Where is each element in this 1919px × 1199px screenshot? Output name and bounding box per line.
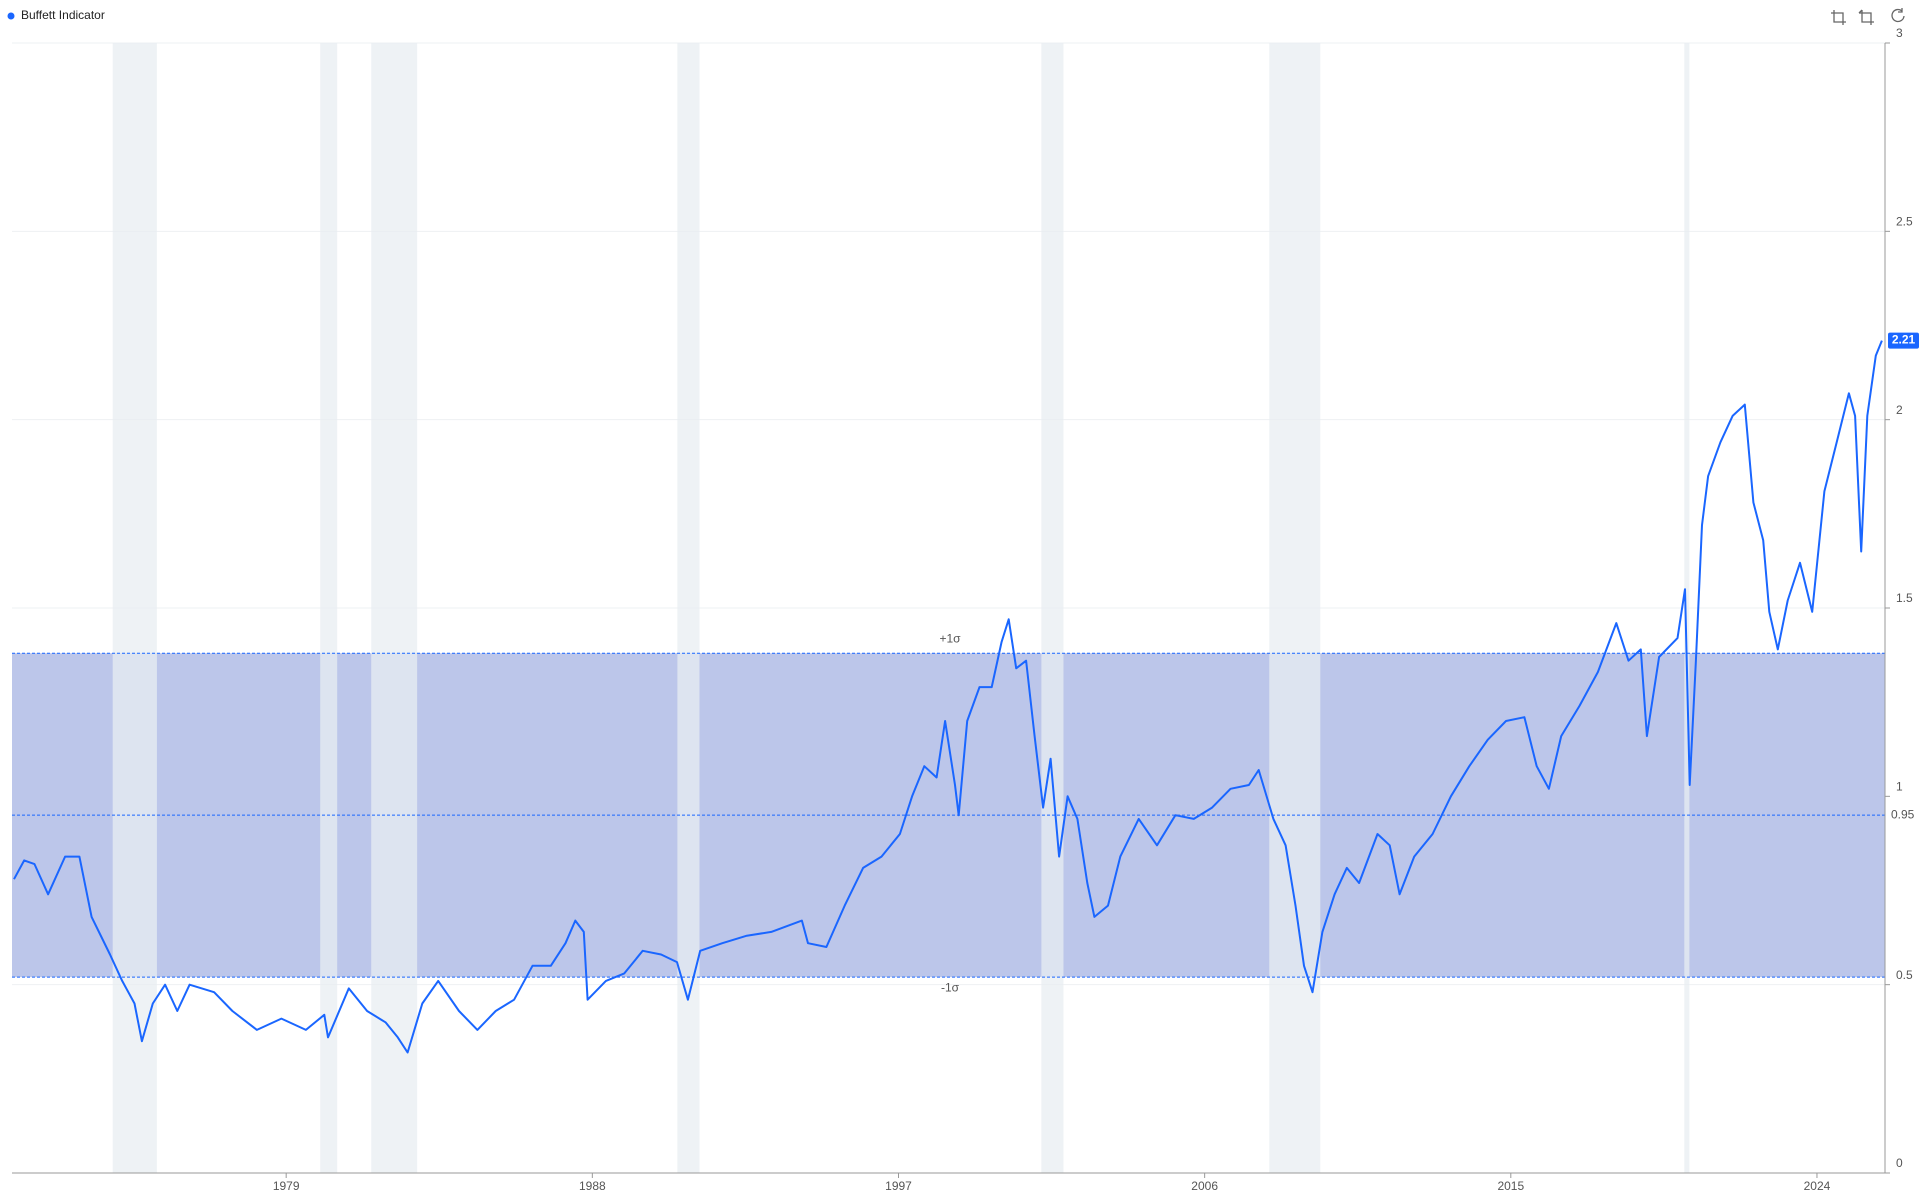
restore-icon[interactable] [1891, 8, 1905, 23]
x-tick-label: 1997 [885, 1179, 912, 1193]
last-value-label: 2.21 [1892, 333, 1916, 347]
recession-shade [1041, 43, 1064, 1173]
recession-shade [1684, 43, 1690, 1173]
reference-label: -1σ [941, 980, 960, 994]
recession-shade [112, 43, 157, 1173]
toolbar [1831, 8, 1905, 25]
recession-shade [320, 43, 338, 1173]
zoom-reset-icon[interactable] [1858, 9, 1874, 25]
legend-marker [7, 12, 15, 20]
y-tick-label: 0 [1896, 1156, 1903, 1170]
zoom-icon[interactable] [1831, 10, 1846, 25]
y-tick-label: 0.5 [1896, 968, 1913, 982]
last-value-badge [1888, 332, 1919, 349]
recession-shade [371, 43, 418, 1173]
y-tick-label: 2 [1896, 403, 1903, 417]
x-tick-label: 2024 [1804, 1179, 1831, 1193]
reference-label: +1σ [939, 631, 961, 645]
y-tick-label: 2.5 [1896, 215, 1913, 229]
legend-label[interactable]: Buffett Indicator [21, 8, 105, 22]
data-line [13, 340, 1883, 1054]
y-tick-label: 1 [1896, 780, 1903, 794]
x-tick-label: 2006 [1191, 1179, 1218, 1193]
y-tick-label: 1.5 [1896, 591, 1913, 605]
x-tick-label: 1988 [579, 1179, 606, 1193]
x-tick-label: 1979 [273, 1179, 300, 1193]
recession-shade [677, 43, 700, 1173]
reference-value-label: 0.95 [1891, 807, 1915, 821]
recession-shade [1269, 43, 1321, 1173]
x-tick-label: 2015 [1497, 1179, 1524, 1193]
y-tick-label: 3 [1896, 26, 1903, 40]
